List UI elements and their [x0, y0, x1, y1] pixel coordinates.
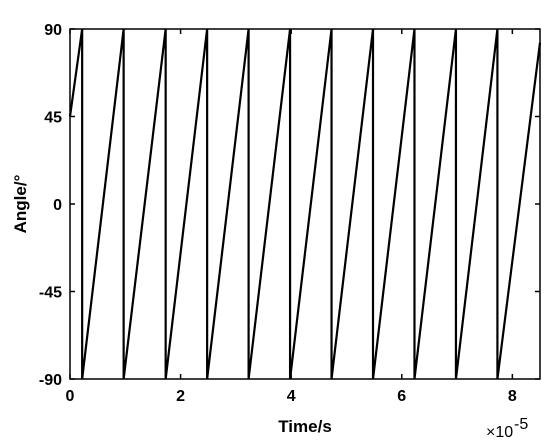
- axes-frame: [69, 28, 541, 380]
- x-multiplier-exponent: -5: [514, 416, 528, 433]
- y-tick-label: 0: [53, 197, 62, 214]
- x-tick-label: 4: [287, 388, 296, 405]
- x-axis-label: Time/s: [278, 417, 332, 436]
- y-tick-label: 90: [44, 22, 62, 39]
- series-line: [68, 28, 542, 380]
- y-tick-label: 45: [44, 110, 62, 127]
- x-tick-label: 8: [508, 388, 517, 405]
- plot-area: [69, 28, 541, 380]
- x-multiplier-label: ×10: [486, 424, 513, 441]
- y-tick-label: -45: [39, 285, 62, 302]
- x-tick-label: 0: [66, 388, 75, 405]
- series-layer: [68, 28, 542, 380]
- y-tick-label: -90: [39, 372, 62, 389]
- y-axis-ticks: -90 -45 0 45 90: [39, 22, 540, 389]
- x-tick-label: 6: [397, 388, 406, 405]
- y-axis-label: Angle/°: [11, 174, 30, 233]
- x-tick-label: 2: [176, 388, 185, 405]
